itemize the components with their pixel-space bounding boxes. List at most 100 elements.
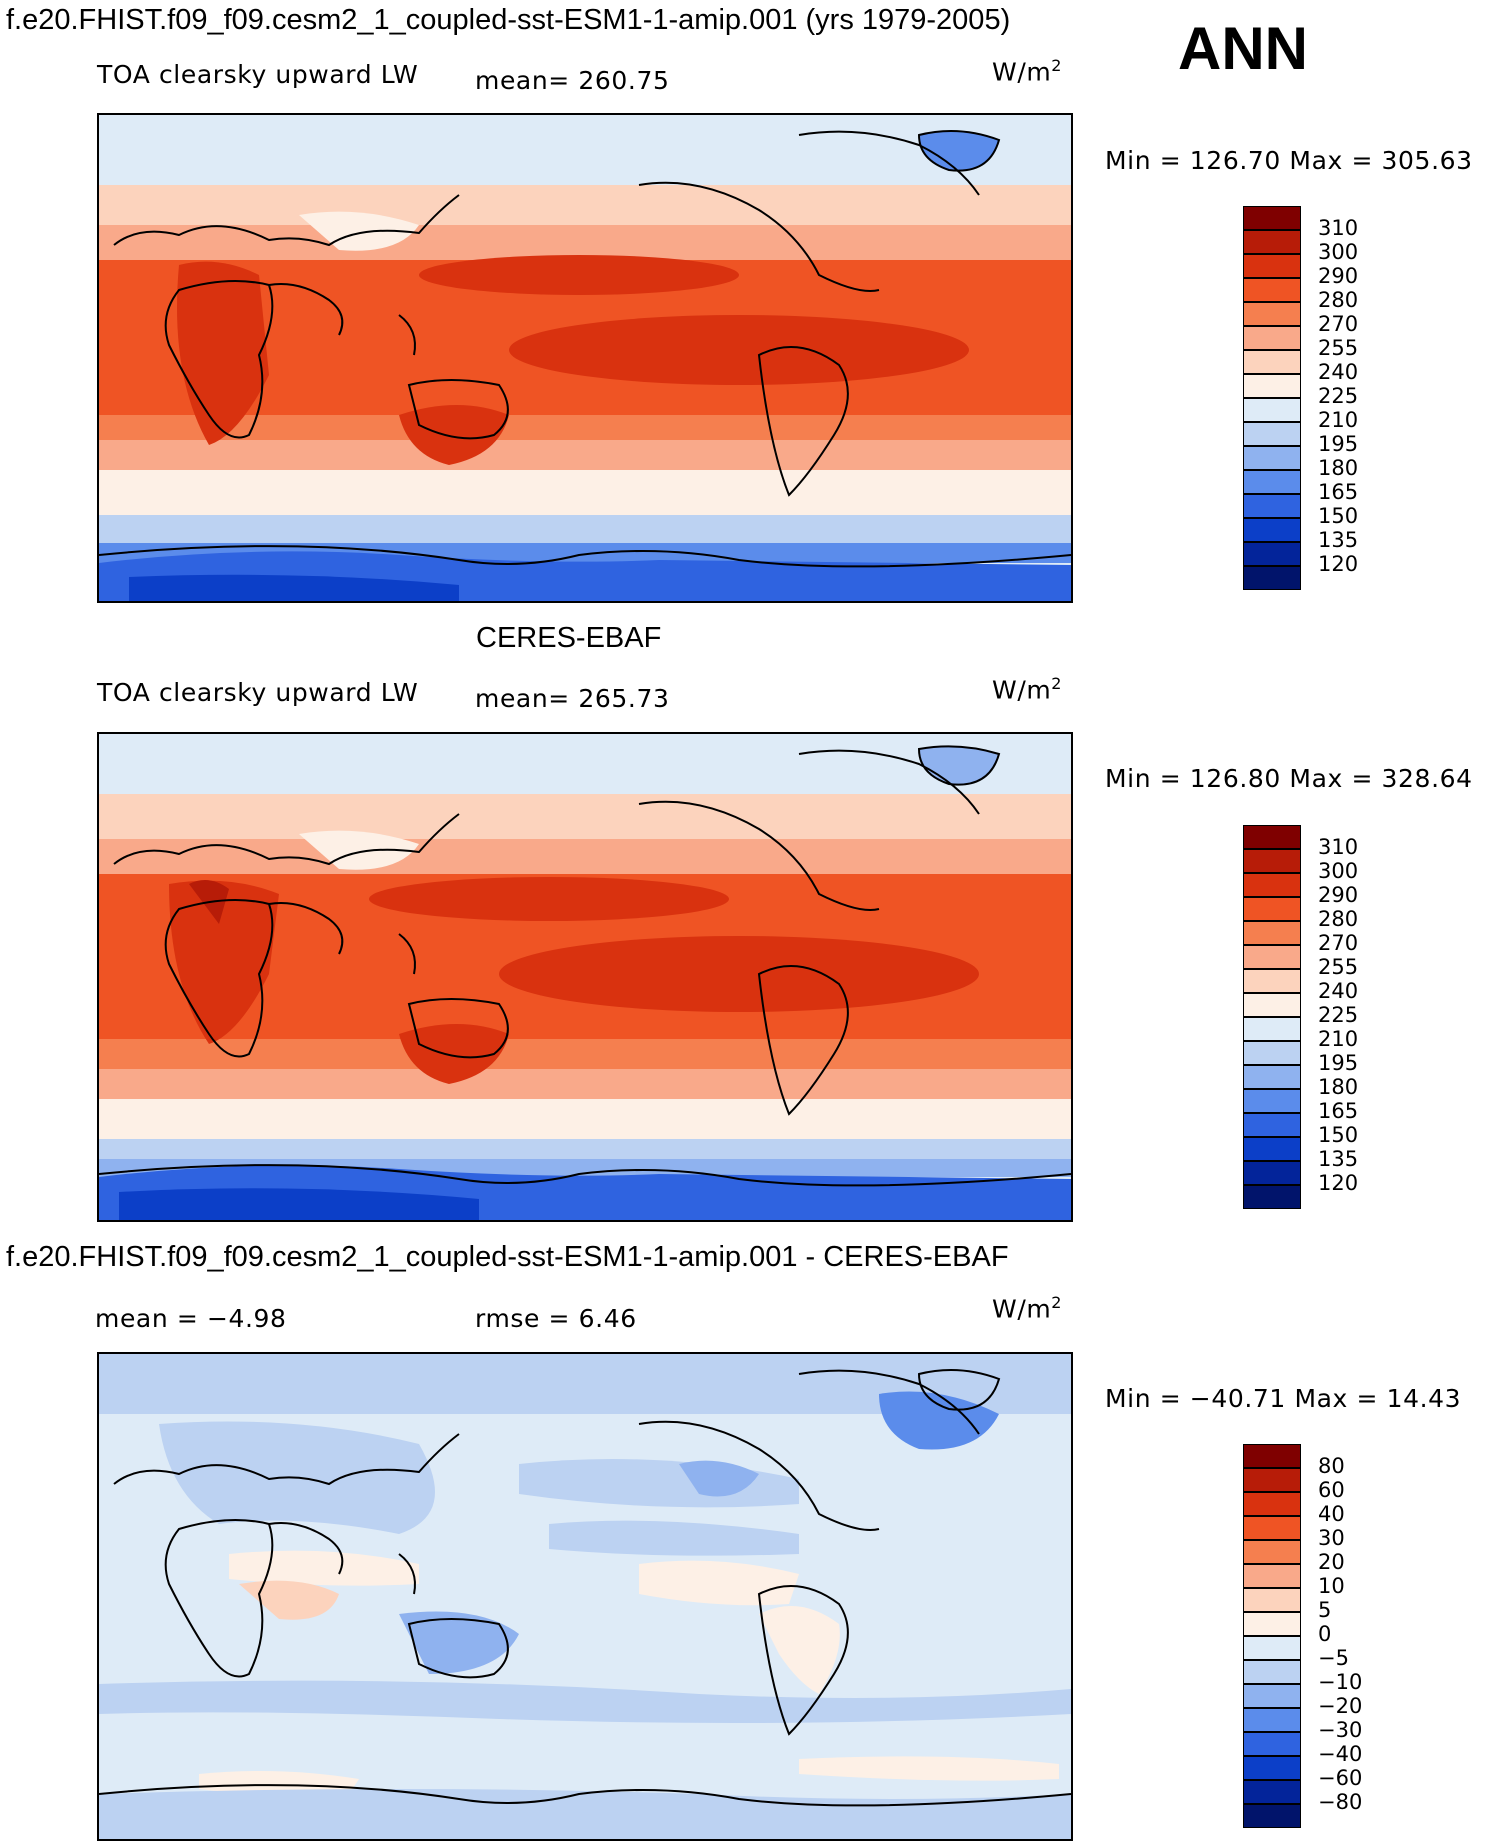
panel2-colorbar-cell xyxy=(1243,921,1301,945)
panel3-colorbar-cell xyxy=(1243,1540,1301,1564)
panel2-colorbar-cell xyxy=(1243,873,1301,897)
panel2-colorbar-label: 150 xyxy=(1318,1123,1359,1147)
panel2-colorbar-cell xyxy=(1243,1041,1301,1065)
panel2-minmax: Min = 126.80 Max = 328.64 xyxy=(1105,764,1473,793)
panel2-colorbar-label: 195 xyxy=(1318,1051,1359,1075)
panel3-colorbar-label: 0 xyxy=(1318,1622,1332,1646)
panel3-colorbar-label: 10 xyxy=(1318,1574,1345,1598)
panel2-colorbar-label: 280 xyxy=(1318,907,1359,931)
panel3-rmse: rmse = 6.46 xyxy=(475,1304,637,1333)
panel3-colorbar-label: −60 xyxy=(1318,1766,1363,1790)
panel3-map xyxy=(97,1352,1073,1841)
panel1-colorbar-cell xyxy=(1243,326,1301,350)
panel3-colorbar-cell xyxy=(1243,1708,1301,1732)
panel3-colorbar-cell xyxy=(1243,1636,1301,1660)
panel1-mean: mean= 260.75 xyxy=(475,66,670,95)
panel2-colorbar-label: 310 xyxy=(1318,835,1359,859)
panel1-colorbar-label: 180 xyxy=(1318,456,1359,480)
panel2-colorbar-label: 290 xyxy=(1318,883,1359,907)
panel3-colorbar-cell xyxy=(1243,1492,1301,1516)
panel1-colorbar-label: 135 xyxy=(1318,528,1359,552)
panel2-colorbar-cell xyxy=(1243,945,1301,969)
panel3-minmax: Min = −40.71 Max = 14.43 xyxy=(1105,1384,1462,1413)
panel2-colorbar-cell xyxy=(1243,897,1301,921)
panel2-colorbar-label: 255 xyxy=(1318,955,1359,979)
panel2-map xyxy=(97,732,1073,1222)
panel3-colorbar-cell xyxy=(1243,1780,1301,1804)
panel3-colorbar-cell xyxy=(1243,1684,1301,1708)
panel1-colorbar-cell xyxy=(1243,230,1301,254)
panel2-colorbar-cell xyxy=(1243,1161,1301,1185)
panel3-colorbar-cell xyxy=(1243,1516,1301,1540)
panel1-minmax: Min = 126.70 Max = 305.63 xyxy=(1105,146,1473,175)
panel3-colorbar-cell xyxy=(1243,1564,1301,1588)
panel3-colorbar-label: −80 xyxy=(1318,1790,1363,1814)
panel2-colorbar-label: 165 xyxy=(1318,1099,1359,1123)
panel1-colorbar-label: 240 xyxy=(1318,360,1359,384)
panel3-colorbar xyxy=(1243,1444,1301,1828)
panel2-colorbar-cell xyxy=(1243,849,1301,873)
panel1-colorbar-label: 270 xyxy=(1318,312,1359,336)
panel2-colorbar-cell xyxy=(1243,1113,1301,1137)
panel2-colorbar-cell xyxy=(1243,1089,1301,1113)
panel2-colorbar xyxy=(1243,825,1301,1209)
panel3-colorbar-cell xyxy=(1243,1756,1301,1780)
panel1-colorbar-cell xyxy=(1243,422,1301,446)
panel2-colorbar-label: 135 xyxy=(1318,1147,1359,1171)
panel1-colorbar-cell xyxy=(1243,518,1301,542)
panel1-colorbar-label: 210 xyxy=(1318,408,1359,432)
panel2-variable-label: TOA clearsky upward LW xyxy=(97,678,419,707)
panel3-colorbar-label: −20 xyxy=(1318,1694,1363,1718)
panel2-colorbar-cell xyxy=(1243,825,1301,849)
panel2-colorbar-label: 240 xyxy=(1318,979,1359,1003)
panel1-colorbar-cell xyxy=(1243,302,1301,326)
panel1-colorbar-label: 150 xyxy=(1318,504,1359,528)
panel3-colorbar-label: −5 xyxy=(1318,1646,1349,1670)
panel1-colorbar-cell xyxy=(1243,470,1301,494)
panel1-colorbar-label: 165 xyxy=(1318,480,1359,504)
panel2-units: W/m2 xyxy=(992,674,1063,705)
panel2-colorbar-cell xyxy=(1243,1185,1301,1209)
panel3-colorbar-label: 30 xyxy=(1318,1526,1345,1550)
panel1-colorbar-cell xyxy=(1243,278,1301,302)
panel3-colorbar-label: 40 xyxy=(1318,1502,1345,1526)
panel3-mean: mean = −4.98 xyxy=(95,1304,287,1333)
panel2-colorbar-cell xyxy=(1243,969,1301,993)
panel1-colorbar-label: 195 xyxy=(1318,432,1359,456)
panel1-colorbar xyxy=(1243,206,1301,590)
panel2-colorbar-label: 300 xyxy=(1318,859,1359,883)
panel1-map-svg xyxy=(99,115,1071,601)
panel2-colorbar-label: 210 xyxy=(1318,1027,1359,1051)
panel3-title: f.e20.FHIST.f09_f09.cesm2_1_coupled-sst-… xyxy=(6,1241,1009,1273)
panel1-colorbar-cell xyxy=(1243,494,1301,518)
panel3-colorbar-label: −40 xyxy=(1318,1742,1363,1766)
panel1-colorbar-cell xyxy=(1243,398,1301,422)
panel2-colorbar-cell xyxy=(1243,1137,1301,1161)
panel3-colorbar-cell xyxy=(1243,1732,1301,1756)
panel1-colorbar-label: 120 xyxy=(1318,552,1359,576)
panel1-colorbar-label: 310 xyxy=(1318,216,1359,240)
panel3-colorbar-cell xyxy=(1243,1444,1301,1468)
panel1-colorbar-label: 290 xyxy=(1318,264,1359,288)
panel2-colorbar-cell xyxy=(1243,1065,1301,1089)
panel1-colorbar-label: 225 xyxy=(1318,384,1359,408)
panel1-colorbar-cell xyxy=(1243,542,1301,566)
panel2-colorbar-cell xyxy=(1243,993,1301,1017)
panel1-colorbar-cell xyxy=(1243,206,1301,230)
panel3-colorbar-label: −10 xyxy=(1318,1670,1363,1694)
panel1-map xyxy=(97,113,1073,603)
panel1-colorbar-label: 300 xyxy=(1318,240,1359,264)
panel2-map-svg xyxy=(99,734,1071,1220)
panel3-colorbar-cell xyxy=(1243,1468,1301,1492)
panel2-mean: mean= 265.73 xyxy=(475,684,670,713)
panel1-colorbar-cell xyxy=(1243,350,1301,374)
panel3-map-svg xyxy=(99,1354,1071,1839)
panel1-colorbar-cell xyxy=(1243,446,1301,470)
panel3-colorbar-label: 80 xyxy=(1318,1454,1345,1478)
panel2-title: CERES-EBAF xyxy=(476,622,662,654)
panel3-colorbar-label: −30 xyxy=(1318,1718,1363,1742)
panel3-colorbar-cell xyxy=(1243,1612,1301,1636)
panel2-colorbar-label: 120 xyxy=(1318,1171,1359,1195)
panel2-colorbar-cell xyxy=(1243,1017,1301,1041)
panel1-units: W/m2 xyxy=(992,56,1063,87)
